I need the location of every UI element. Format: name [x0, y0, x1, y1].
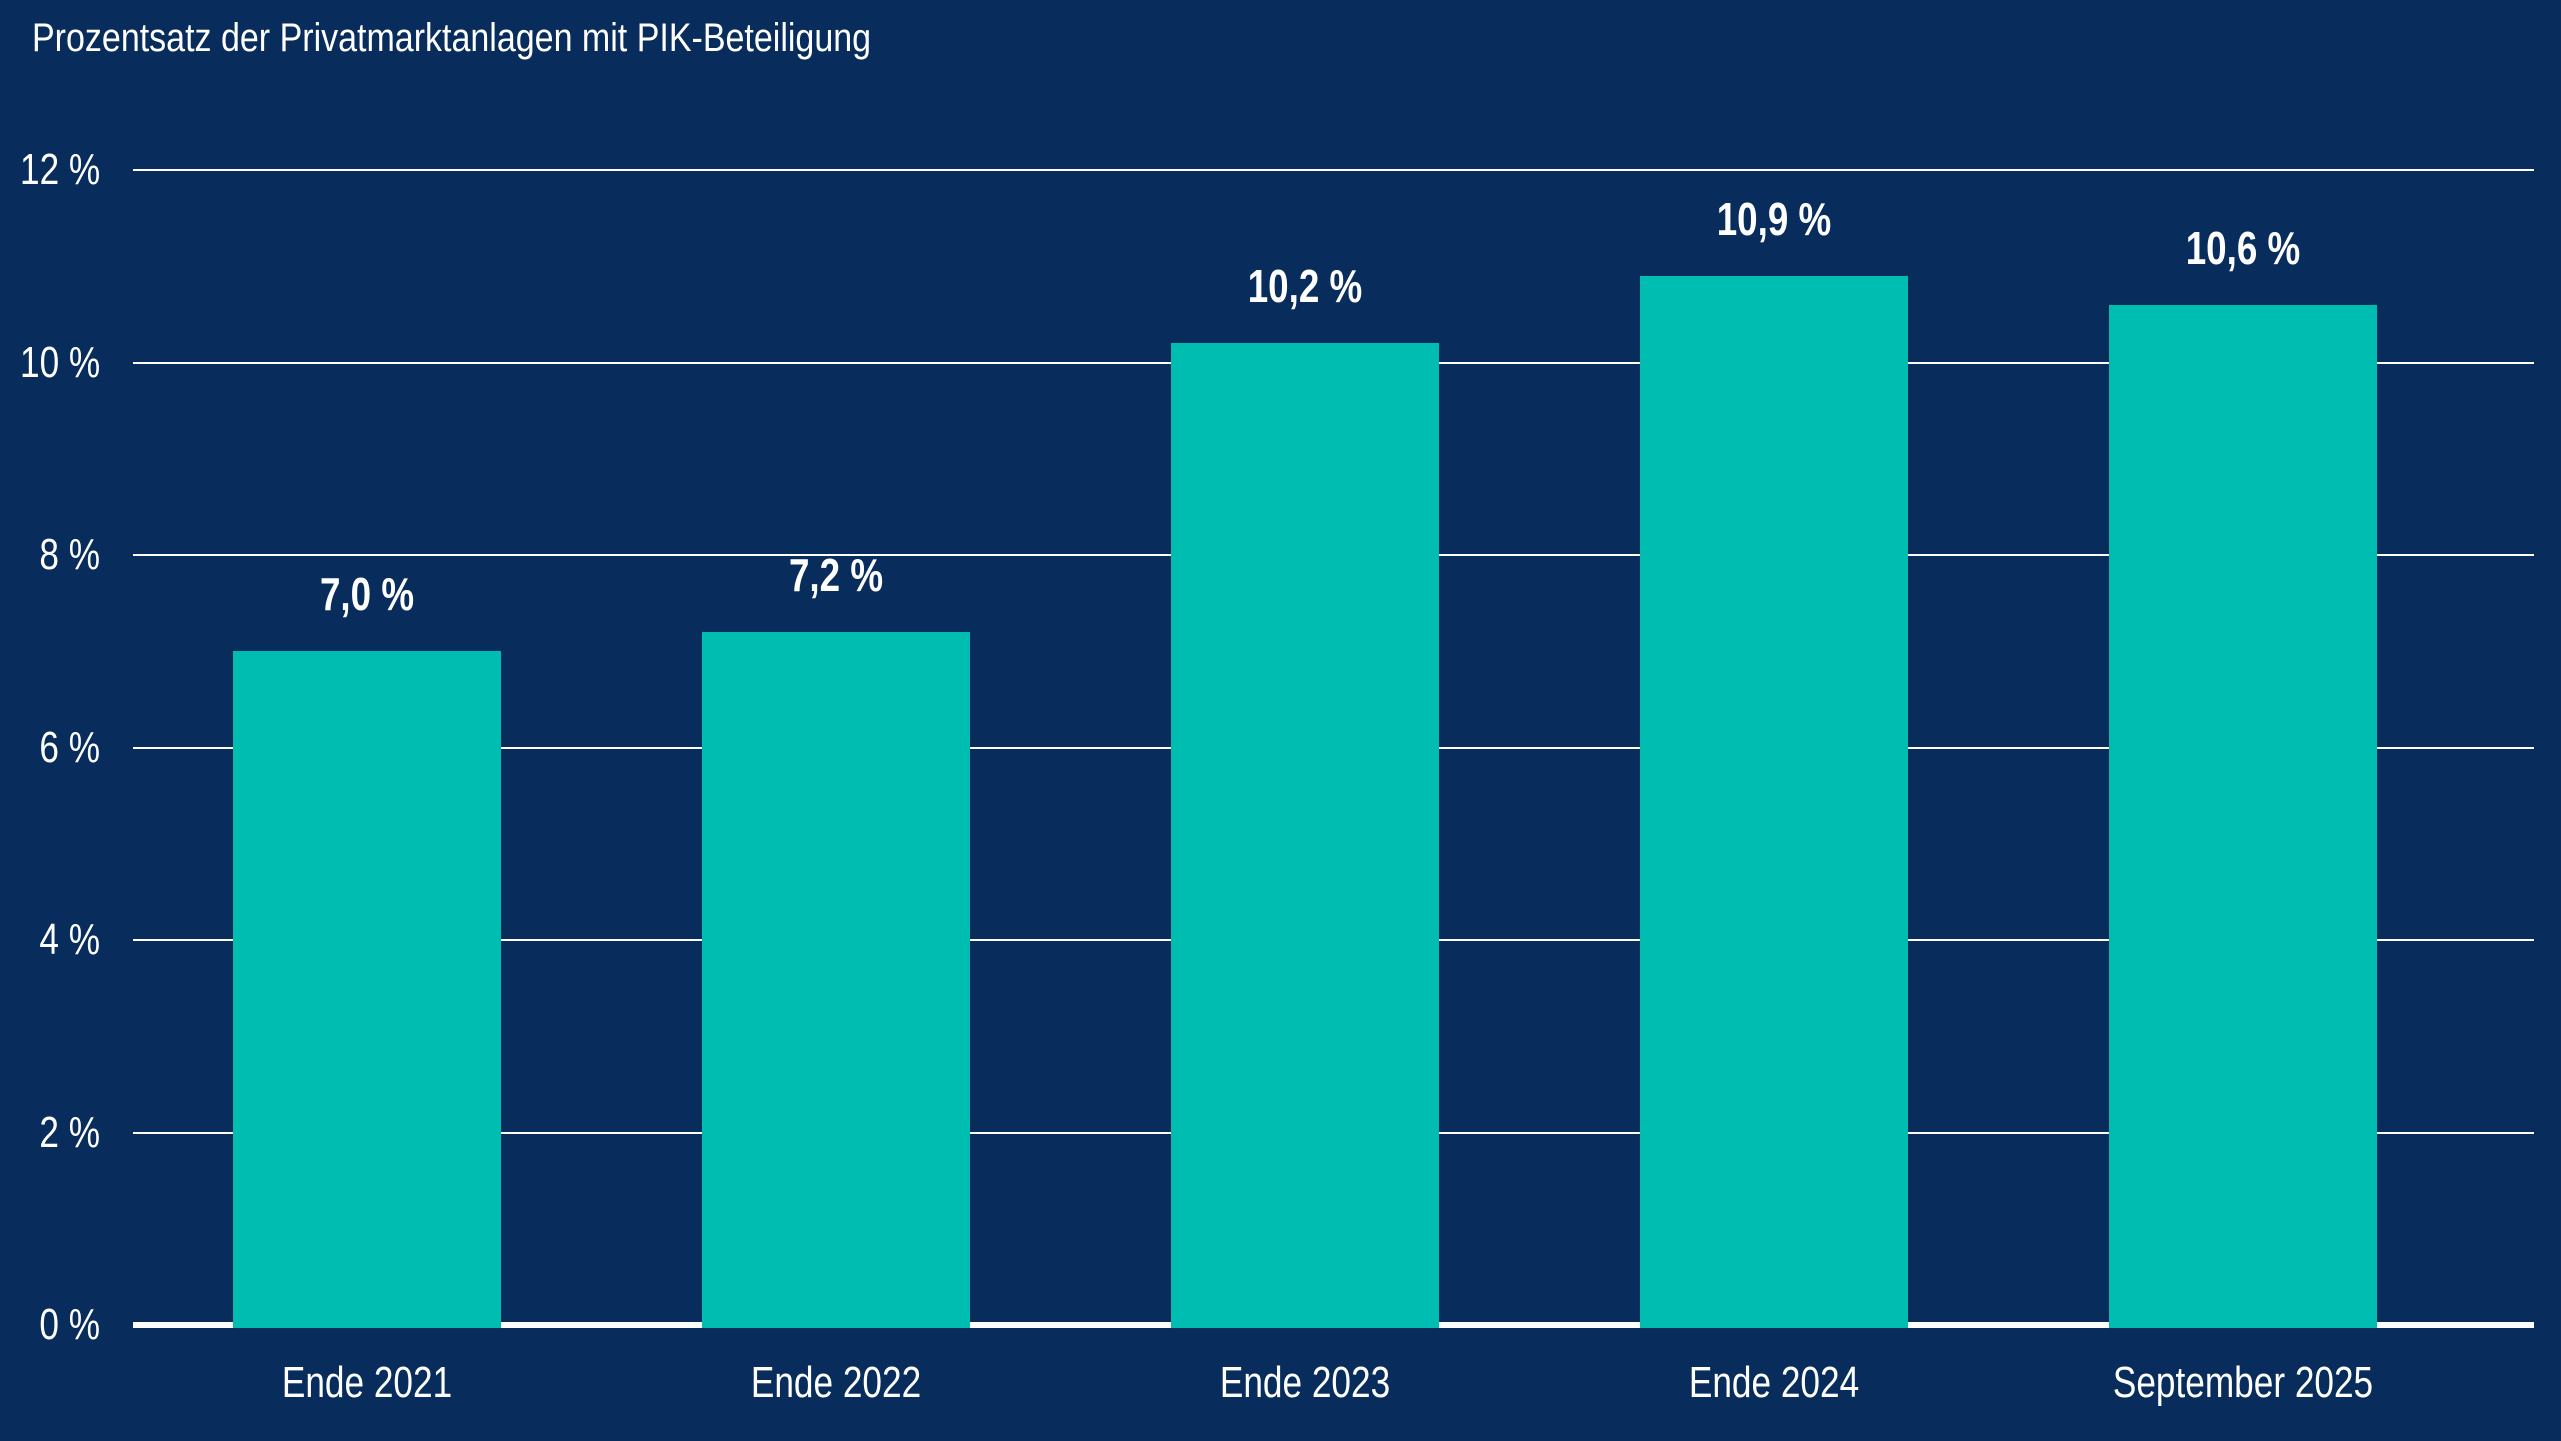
- bar-value-label: 10,2 %: [1247, 260, 1363, 312]
- bar-value-label: 10,9 %: [1716, 193, 1832, 245]
- y-tick-label: 6 %: [39, 723, 100, 772]
- gridline: [133, 169, 2534, 171]
- bar-value-label: 10,6 %: [2185, 222, 2301, 274]
- bar-value-label: 7,2 %: [788, 549, 884, 601]
- bar: [702, 632, 970, 1328]
- x-tick-label: September 2025: [2112, 1358, 2374, 1407]
- x-tick-label: Ende 2024: [1688, 1358, 1860, 1407]
- x-tick-label: Ende 2021: [281, 1358, 453, 1407]
- y-tick-label: 8 %: [39, 530, 100, 579]
- bar: [1640, 276, 1908, 1328]
- y-tick-label: 0 %: [39, 1300, 100, 1349]
- x-tick-label: Ende 2022: [750, 1358, 922, 1407]
- bar: [233, 651, 501, 1328]
- y-tick-label: 2 %: [39, 1108, 100, 1157]
- bar: [1171, 343, 1439, 1328]
- y-tick-label: 4 %: [39, 915, 100, 964]
- y-tick-label: 10 %: [20, 338, 101, 387]
- chart-title: Prozentsatz der Privatmarktanlagen mit P…: [32, 16, 872, 60]
- bar-value-label: 7,0 %: [319, 568, 415, 620]
- y-tick-label: 12 %: [20, 145, 101, 194]
- x-tick-label: Ende 2023: [1219, 1358, 1391, 1407]
- bar: [2109, 305, 2377, 1328]
